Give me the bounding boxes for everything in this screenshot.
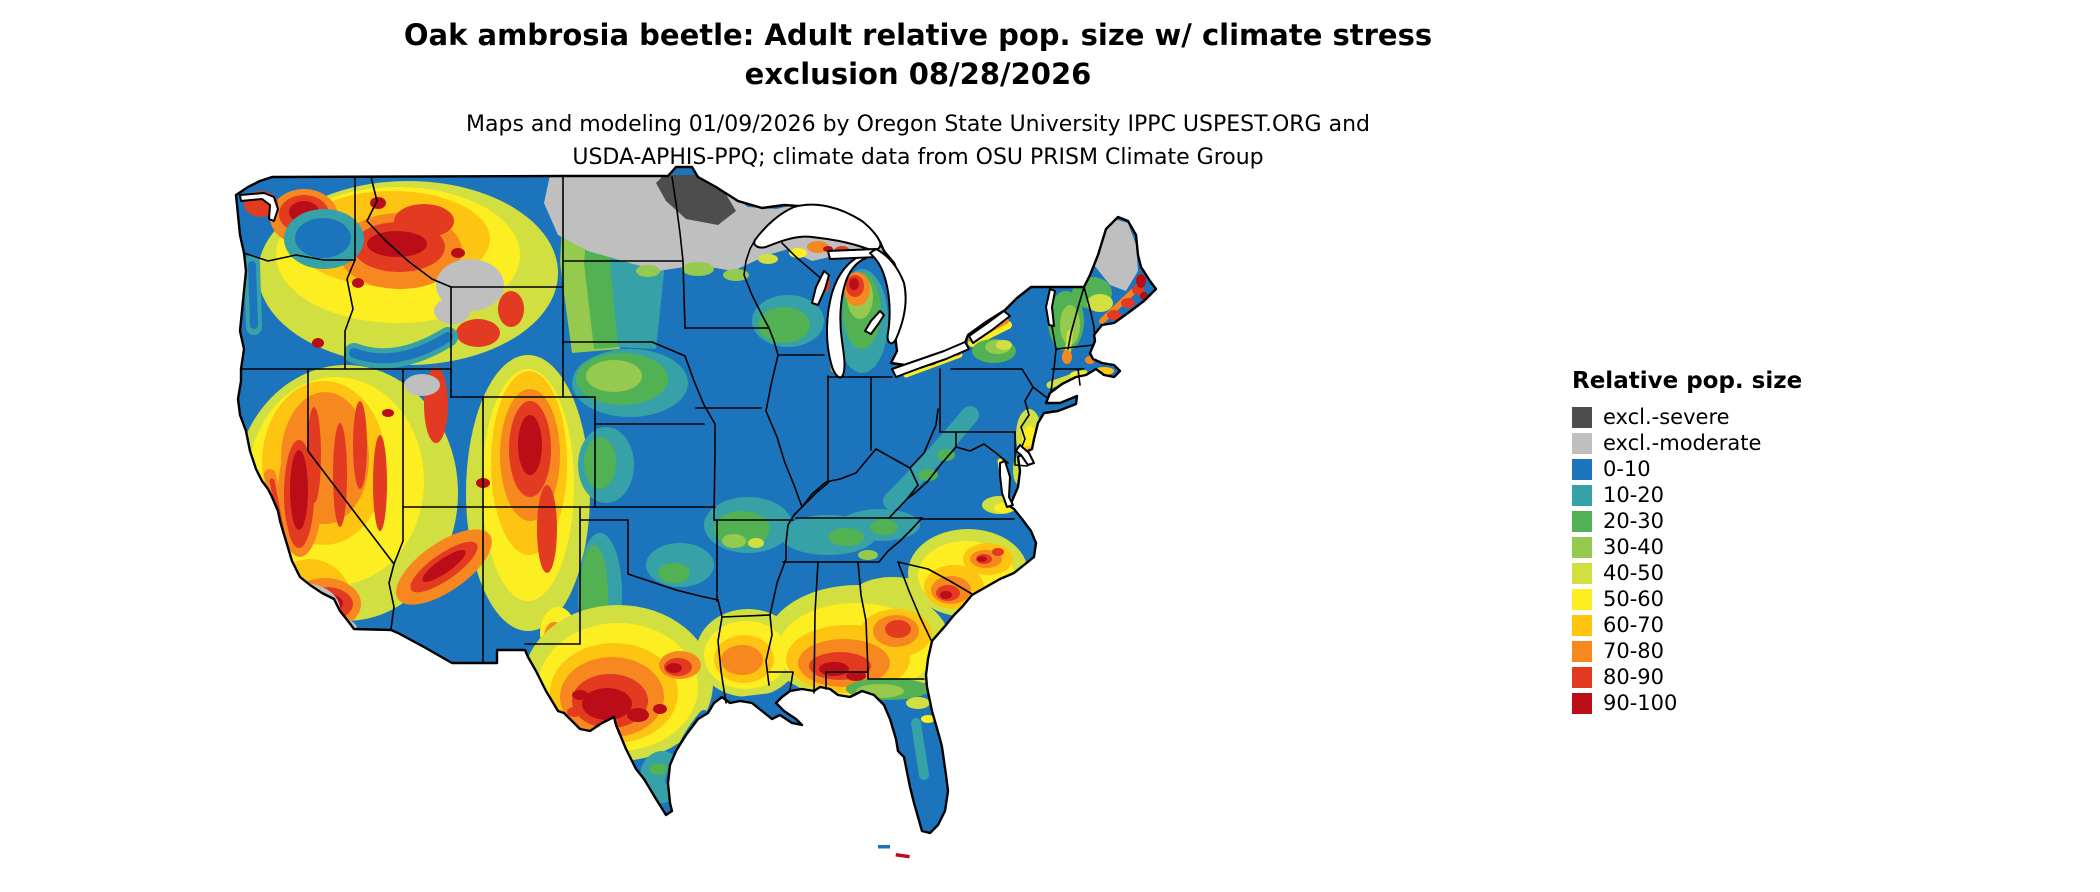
legend-item: 90-100 xyxy=(1572,690,1812,716)
legend-item: excl.-severe xyxy=(1572,404,1812,430)
lake-erie xyxy=(891,341,970,378)
us-map xyxy=(228,163,1168,863)
legend-swatch xyxy=(1572,588,1592,610)
lake-huron xyxy=(869,248,907,345)
delaware-bay xyxy=(1015,444,1035,466)
great-lakes xyxy=(239,192,1056,508)
header: Oak ambrosia beetle: Adult relative pop.… xyxy=(268,16,1568,174)
legend-item: 0-10 xyxy=(1572,456,1812,482)
lake-champlain xyxy=(1045,288,1056,327)
legend-item: 20-30 xyxy=(1572,508,1812,534)
legend-label: 20-30 xyxy=(1603,509,1665,533)
legend-item: 40-50 xyxy=(1572,560,1812,586)
legend-swatch xyxy=(1572,432,1592,454)
legend-swatch xyxy=(1572,458,1592,480)
legend-label: 50-60 xyxy=(1603,587,1665,611)
legend-label: 30-40 xyxy=(1603,535,1665,559)
legend-item: 80-90 xyxy=(1572,664,1812,690)
legend-label: 0-10 xyxy=(1603,457,1651,481)
legend-label: 60-70 xyxy=(1603,613,1665,637)
lake-ontario xyxy=(968,310,1011,344)
legend-item: 30-40 xyxy=(1572,534,1812,560)
legend-swatch xyxy=(1572,640,1592,662)
legend-swatch xyxy=(1572,562,1592,584)
legend-item: excl.-moderate xyxy=(1572,430,1812,456)
legend-title: Relative pop. size xyxy=(1572,368,1803,394)
legend-swatch xyxy=(1572,666,1592,688)
legend-item: 10-20 xyxy=(1572,482,1812,508)
legend-label: excl.-severe xyxy=(1603,405,1730,429)
puget-sound xyxy=(239,192,279,222)
legend: Relative pop. size excl.-severe excl.-mod… xyxy=(1572,368,1812,716)
legend-label: 70-80 xyxy=(1603,639,1665,663)
legend-item: 70-80 xyxy=(1572,638,1812,664)
legend-swatch xyxy=(1572,406,1592,428)
green-bay xyxy=(811,270,830,306)
map-title-line2: exclusion 08/28/2026 xyxy=(744,57,1092,91)
map-subtitle-line1: Maps and modeling 01/09/2026 by Oregon S… xyxy=(466,112,1370,137)
legend-swatch xyxy=(1572,614,1592,636)
us-outline xyxy=(234,165,1158,835)
legend-label: excl.-moderate xyxy=(1603,431,1762,455)
legend-item: 50-60 xyxy=(1572,586,1812,612)
legend-swatch xyxy=(1572,484,1592,506)
legend-swatch xyxy=(1572,536,1592,558)
map-subtitle: Maps and modeling 01/09/2026 by Oregon S… xyxy=(268,108,1568,174)
legend-label: 40-50 xyxy=(1603,561,1665,585)
saginaw-bay xyxy=(864,310,885,335)
florida-keys xyxy=(878,845,910,859)
legend-label: 80-90 xyxy=(1603,665,1665,689)
chesapeake-bay xyxy=(999,460,1014,508)
lake-superior xyxy=(753,203,882,251)
us-map-svg xyxy=(234,165,1158,859)
map-fill-layer xyxy=(236,167,1156,833)
map-title-line1: Oak ambrosia beetle: Adult relative pop.… xyxy=(403,18,1433,52)
legend-label: 90-100 xyxy=(1603,691,1678,715)
legend-item: 60-70 xyxy=(1572,612,1812,638)
state-borders xyxy=(240,176,1096,704)
legend-swatch xyxy=(1572,692,1592,714)
lake-michigan xyxy=(825,251,871,379)
legend-swatch xyxy=(1572,510,1592,532)
legend-label: 10-20 xyxy=(1603,483,1665,507)
legend-items: excl.-severe excl.-moderate 0-10 10-20 20-30… xyxy=(1572,404,1812,716)
